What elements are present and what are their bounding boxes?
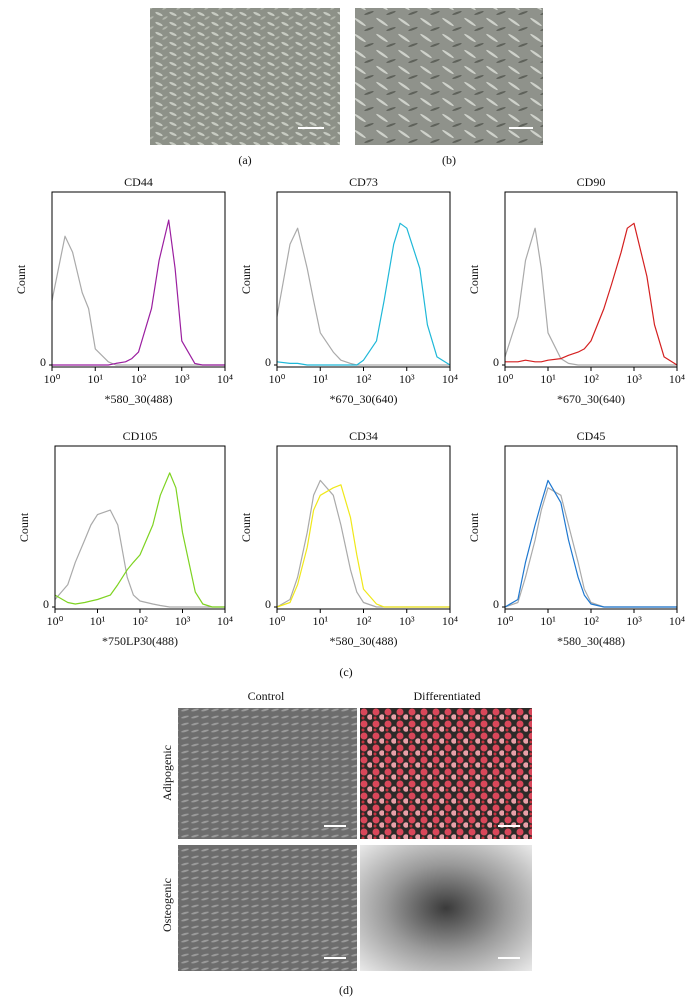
y-tick-label: 0 xyxy=(40,355,46,369)
x-tick-label: 10² xyxy=(583,614,599,628)
x-tick-label: 10⁰ xyxy=(44,372,61,386)
micrograph xyxy=(360,845,532,971)
x-tick-label: 10¹ xyxy=(540,614,556,628)
plot-frame xyxy=(504,191,678,368)
chart-title: CD45 xyxy=(577,429,606,443)
panel-label: (a) xyxy=(238,153,251,167)
plot-frame xyxy=(276,191,451,368)
micrograph xyxy=(178,845,357,971)
y-axis-label: Count xyxy=(239,264,253,294)
panel-label: (c) xyxy=(339,665,352,679)
column-label: Control xyxy=(248,689,285,703)
histogram-line xyxy=(51,235,225,366)
panel-label: (b) xyxy=(442,153,456,167)
y-axis-label: Count xyxy=(467,264,481,294)
x-axis-label: *580_30(488) xyxy=(330,634,398,648)
x-tick-label: 10¹ xyxy=(312,614,328,628)
histogram-line xyxy=(504,227,677,366)
chart-title: CD44 xyxy=(124,175,153,189)
y-axis-label: Count xyxy=(239,512,253,542)
y-tick-label: 0 xyxy=(493,597,499,611)
histogram-line xyxy=(276,484,450,608)
histogram-line xyxy=(54,509,225,608)
micrograph xyxy=(355,8,543,145)
x-tick-label: 10⁴ xyxy=(669,614,685,628)
x-tick-label: 10³ xyxy=(399,372,415,386)
panel-label: (d) xyxy=(339,983,353,997)
y-tick-label: 0 xyxy=(493,355,499,369)
x-axis-label: *750LP30(488) xyxy=(102,634,178,648)
chart-title: CD90 xyxy=(577,175,606,189)
x-tick-label: 10⁴ xyxy=(669,372,685,386)
plot-frame xyxy=(504,445,678,610)
x-tick-label: 10¹ xyxy=(90,614,106,628)
x-tick-label: 10⁰ xyxy=(269,372,286,386)
plot-frame xyxy=(54,445,226,610)
x-tick-label: 10⁰ xyxy=(497,372,514,386)
x-tick-label: 10³ xyxy=(174,372,190,386)
x-axis-label: *580_30(488) xyxy=(105,392,173,406)
y-axis-label: Count xyxy=(17,512,31,542)
x-tick-label: 10² xyxy=(131,372,147,386)
histogram-line xyxy=(276,227,450,366)
micrograph xyxy=(150,8,340,145)
x-tick-label: 10² xyxy=(132,614,148,628)
x-tick-label: 10⁴ xyxy=(442,614,458,628)
row-label: Osteogenic xyxy=(160,878,174,932)
x-axis-label: *580_30(488) xyxy=(557,634,625,648)
micrograph xyxy=(360,708,532,839)
x-tick-label: 10⁰ xyxy=(497,614,514,628)
x-axis-label: *670_30(640) xyxy=(557,392,625,406)
histogram-line xyxy=(504,487,677,608)
histogram-line xyxy=(276,222,451,366)
x-tick-label: 10⁰ xyxy=(47,614,64,628)
x-tick-label: 10³ xyxy=(626,614,642,628)
histogram-line xyxy=(52,219,225,366)
x-tick-label: 10⁰ xyxy=(269,614,286,628)
y-tick-label: 0 xyxy=(265,355,271,369)
x-tick-label: 10³ xyxy=(626,372,642,386)
x-tick-label: 10⁴ xyxy=(217,372,233,386)
x-tick-label: 10⁴ xyxy=(217,614,233,628)
row-label: Adipogenic xyxy=(160,745,174,801)
chart-title: CD105 xyxy=(123,429,158,443)
x-tick-label: 10³ xyxy=(399,614,415,628)
plot-frame xyxy=(51,191,226,368)
histogram-line xyxy=(54,472,225,608)
plot-frame xyxy=(276,445,451,610)
x-tick-label: 10² xyxy=(356,372,372,386)
x-tick-label: 10¹ xyxy=(312,372,328,386)
chart-title: CD34 xyxy=(349,429,378,443)
x-axis-label: *670_30(640) xyxy=(330,392,398,406)
histogram-line xyxy=(504,479,677,608)
y-tick-label: 0 xyxy=(265,597,271,611)
histogram-line xyxy=(505,222,678,366)
y-axis-label: Count xyxy=(467,512,481,542)
x-tick-label: 10⁴ xyxy=(442,372,458,386)
micrograph xyxy=(178,708,357,839)
x-tick-label: 10¹ xyxy=(540,372,556,386)
x-tick-label: 10¹ xyxy=(87,372,103,386)
x-tick-label: 10² xyxy=(583,372,599,386)
y-tick-label: 0 xyxy=(43,597,49,611)
y-axis-label: Count xyxy=(14,264,28,294)
x-tick-label: 10³ xyxy=(175,614,191,628)
chart-title: CD73 xyxy=(349,175,378,189)
x-tick-label: 10² xyxy=(356,614,372,628)
column-label: Differentiated xyxy=(413,689,480,703)
